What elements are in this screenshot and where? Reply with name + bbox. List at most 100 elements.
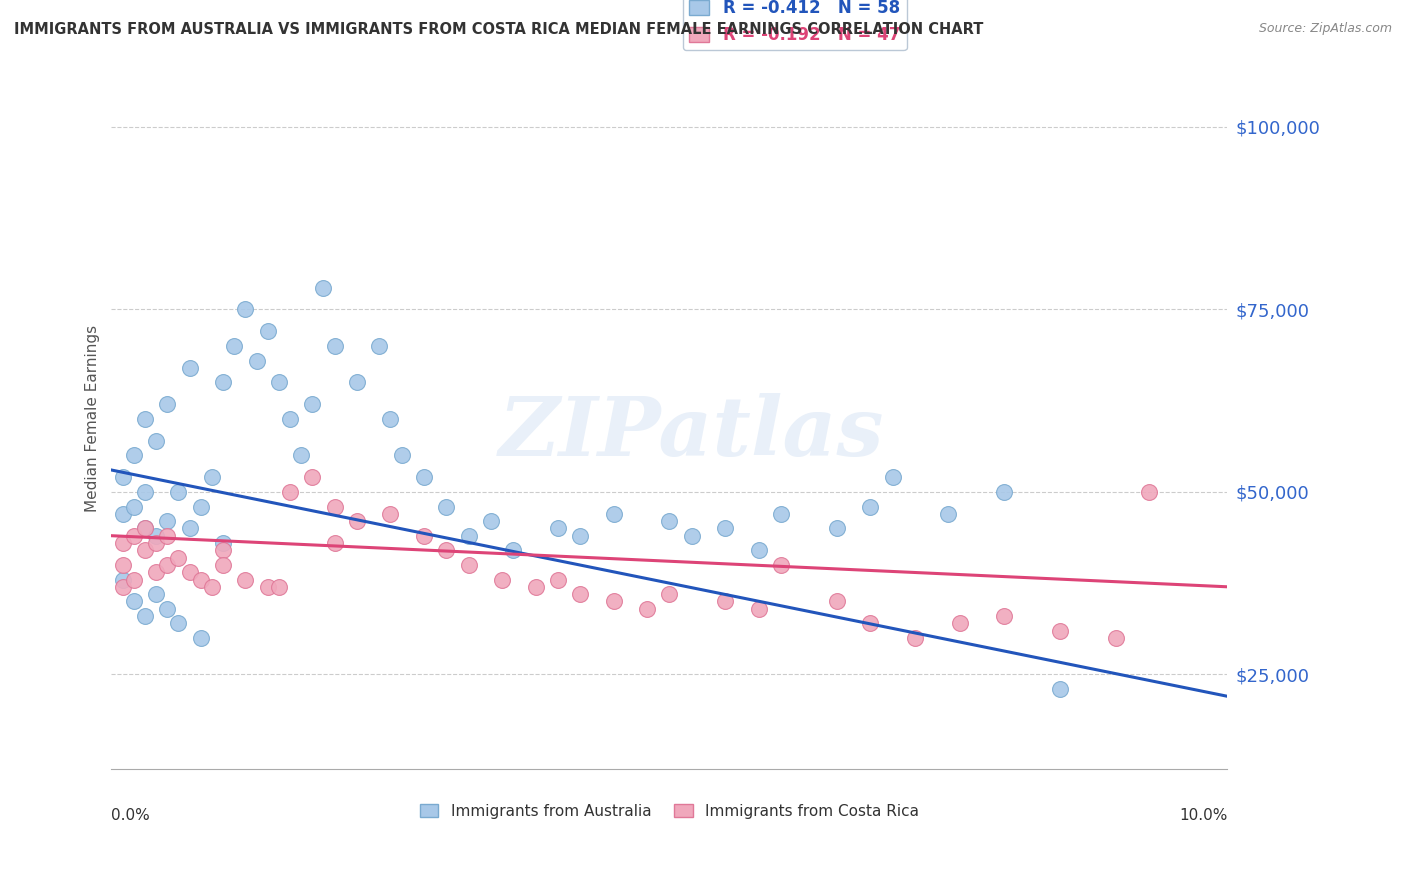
Point (569, 529, 592, 543)
Point (167, 550, 190, 565)
Point (122, 594, 145, 608)
Point (602, 594, 624, 608)
Point (201, 580, 224, 594)
Point (859, 500, 882, 514)
Text: IMMIGRANTS FROM AUSTRALIA VS IMMIGRANTS FROM COSTA RICA MEDIAN FEMALE EARNINGS C: IMMIGRANTS FROM AUSTRALIA VS IMMIGRANTS … (14, 22, 983, 37)
Point (748, 601, 770, 615)
Point (190, 500, 212, 514)
Point (949, 616, 972, 631)
Text: 0.0%: 0.0% (111, 808, 150, 822)
Point (267, 376, 290, 390)
Point (658, 587, 681, 601)
Point (122, 500, 145, 514)
Point (179, 521, 201, 535)
Point (1137, 484, 1160, 499)
Point (267, 580, 290, 594)
Point (748, 543, 770, 558)
Point (346, 514, 368, 528)
Point (491, 573, 513, 587)
Point (145, 434, 167, 448)
Point (770, 507, 793, 521)
Point (547, 521, 569, 535)
Point (179, 565, 201, 579)
Point (167, 616, 190, 631)
Point (825, 594, 848, 608)
Point (111, 507, 134, 521)
Point (145, 529, 167, 543)
Text: Source: ZipAtlas.com: Source: ZipAtlas.com (1258, 22, 1392, 36)
Point (278, 412, 301, 426)
Point (134, 543, 156, 558)
Point (1049, 681, 1071, 696)
Point (111, 536, 134, 550)
Point (859, 616, 882, 631)
Point (457, 529, 479, 543)
Point (380, 507, 402, 521)
Point (434, 500, 457, 514)
Point (714, 594, 737, 608)
Point (201, 470, 224, 484)
Point (122, 573, 145, 587)
Point (602, 507, 624, 521)
Point (658, 514, 681, 528)
Point (156, 397, 179, 411)
Point (770, 558, 793, 572)
Point (256, 580, 278, 594)
Point (312, 280, 335, 294)
Point (993, 609, 1015, 624)
Legend: Immigrants from Australia, Immigrants from Costa Rica: Immigrants from Australia, Immigrants fr… (413, 797, 925, 825)
Point (1049, 624, 1071, 638)
Point (391, 449, 413, 463)
Point (904, 631, 927, 645)
Point (145, 565, 167, 579)
Point (256, 324, 278, 338)
Point (167, 484, 190, 499)
Point (368, 339, 391, 353)
Point (134, 609, 156, 624)
Point (636, 601, 658, 615)
Point (190, 573, 212, 587)
Point (547, 573, 569, 587)
Point (134, 521, 156, 535)
Text: ZIPatlas: ZIPatlas (499, 393, 884, 473)
Y-axis label: Median Female Earnings: Median Female Earnings (86, 326, 100, 513)
Point (502, 543, 524, 558)
Point (156, 529, 179, 543)
Point (278, 484, 301, 499)
Point (212, 376, 235, 390)
Point (212, 558, 235, 572)
Point (434, 543, 457, 558)
Point (212, 543, 235, 558)
Point (111, 470, 134, 484)
Point (323, 339, 346, 353)
Point (245, 353, 267, 368)
Point (290, 449, 312, 463)
Point (233, 573, 256, 587)
Point (524, 580, 547, 594)
Point (156, 514, 179, 528)
Point (224, 339, 246, 353)
Point (134, 412, 156, 426)
Point (301, 397, 323, 411)
Point (825, 521, 848, 535)
Point (323, 500, 346, 514)
Point (681, 529, 703, 543)
Point (233, 302, 256, 317)
Point (346, 376, 368, 390)
Point (212, 536, 235, 550)
Point (882, 470, 904, 484)
Point (122, 449, 145, 463)
Point (111, 580, 134, 594)
Point (134, 521, 156, 535)
Point (301, 470, 323, 484)
Point (156, 558, 179, 572)
Point (122, 529, 145, 543)
Point (145, 536, 167, 550)
Point (134, 484, 156, 499)
Text: 10.0%: 10.0% (1180, 808, 1227, 822)
Point (179, 360, 201, 375)
Point (380, 412, 402, 426)
Point (190, 631, 212, 645)
Point (479, 514, 502, 528)
Point (145, 587, 167, 601)
